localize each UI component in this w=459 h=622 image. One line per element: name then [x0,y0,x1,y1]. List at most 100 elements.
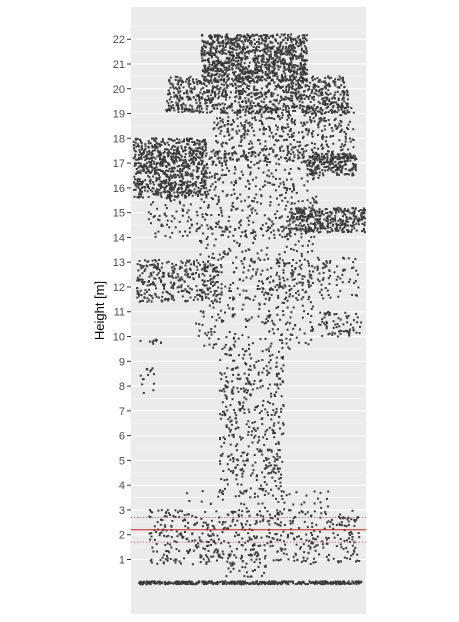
data-point [297,200,300,203]
data-point [341,80,344,83]
data-point [247,420,250,423]
data-point [286,278,289,281]
data-point [300,538,303,541]
data-point [280,410,282,413]
data-point [202,185,205,188]
data-point [200,224,203,227]
data-point [356,218,359,221]
data-point [207,206,210,209]
data-point [310,274,313,277]
data-point [264,433,267,436]
data-point [147,157,150,160]
data-point [237,158,240,161]
data-point [333,119,336,122]
data-point [268,129,271,132]
data-point [269,359,272,362]
data-point [219,489,222,492]
data-point [173,198,176,201]
data-point [273,581,276,583]
data-point [136,279,139,282]
data-point [343,163,346,166]
data-point [231,581,234,583]
data-point [188,550,191,553]
data-point [152,550,155,553]
data-point [266,428,269,431]
data-point [155,163,158,166]
data-point [152,145,155,148]
data-point [214,225,217,228]
data-point [221,556,224,559]
data-point [260,484,262,487]
data-point [255,521,258,524]
data-point [308,273,311,276]
data-point [343,224,346,227]
data-point [265,348,268,351]
data-point [253,408,256,411]
data-point [263,494,266,496]
data-point [281,357,284,360]
data-point [326,225,329,228]
data-point [302,219,305,222]
data-point [309,110,312,113]
data-point [280,407,283,410]
data-point [260,418,263,421]
data-point [251,581,254,584]
data-point [292,555,295,558]
data-point [268,237,271,240]
data-point [312,581,315,584]
data-point [220,125,223,128]
data-point [188,139,191,141]
data-point [152,187,155,190]
data-point [299,144,302,147]
data-point [307,312,309,315]
data-point [295,207,298,210]
data-point [318,174,321,177]
data-point [343,556,346,559]
data-point [262,171,265,174]
data-point [337,229,340,232]
data-point [332,157,335,160]
data-point [205,172,208,175]
data-point [226,79,229,82]
data-point [302,210,305,213]
data-point [172,582,175,585]
data-point [179,154,182,157]
data-point [176,189,179,192]
data-point [145,156,148,159]
data-point [324,313,327,316]
data-point [175,183,178,186]
data-point [311,534,314,536]
data-point [249,368,252,371]
data-point [236,207,239,210]
data-point [255,519,258,522]
data-point [354,217,357,219]
data-point [202,521,205,524]
data-point [314,166,317,169]
data-point [306,121,309,124]
data-point [243,396,246,399]
data-point [339,170,342,173]
data-point [213,244,216,247]
data-point [172,187,175,189]
data-point [213,152,216,155]
data-point [180,562,182,565]
data-point [212,128,215,131]
data-point [204,293,207,296]
data-point [319,530,321,533]
data-point [341,281,344,284]
data-point [300,236,303,239]
data-point [289,333,292,336]
data-point [170,105,173,108]
data-point [259,448,262,451]
data-point [216,583,219,586]
data-point [170,107,173,109]
data-point [342,226,345,229]
data-point [142,299,144,302]
data-point [301,218,304,221]
data-point [273,432,276,434]
data-point [280,549,283,552]
data-point [256,513,259,516]
data-point [355,583,358,586]
data-point [347,314,350,317]
data-point [193,262,195,264]
